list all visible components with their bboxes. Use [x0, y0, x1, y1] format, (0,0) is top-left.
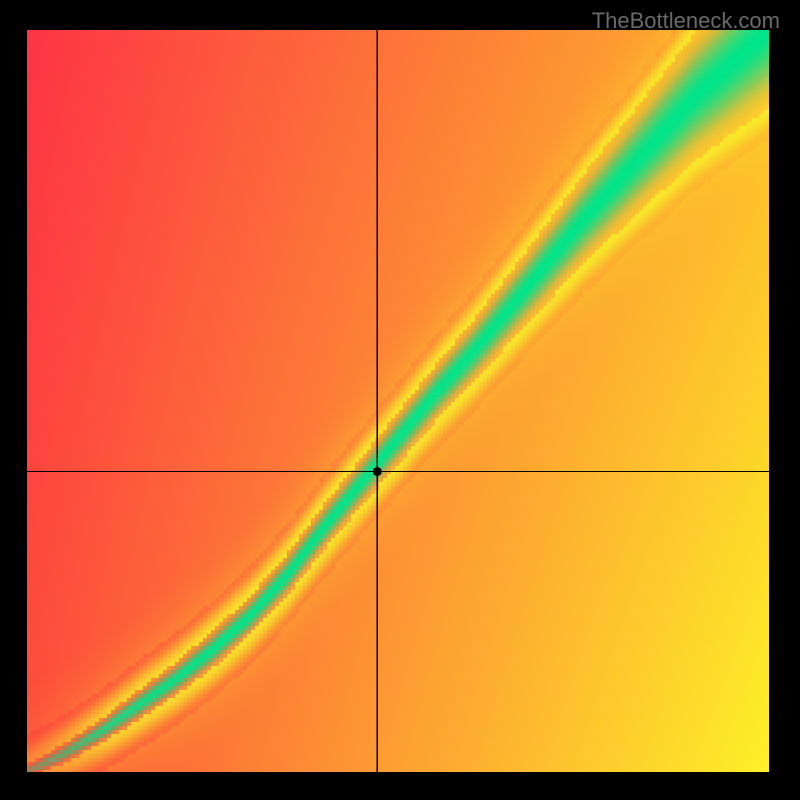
marker-dot [373, 467, 382, 476]
heatmap-svg [27, 30, 769, 772]
watermark-text: TheBottleneck.com [592, 8, 780, 34]
heatmap-cells [27, 30, 769, 772]
bottleneck-heatmap [27, 30, 769, 772]
